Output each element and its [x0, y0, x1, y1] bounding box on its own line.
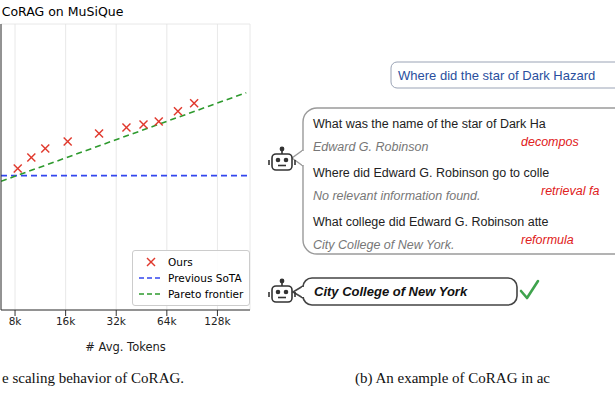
svg-text:32k: 32k	[107, 315, 127, 327]
html-text:Ours: Ours	[168, 256, 193, 268]
svg-text:(b) An example of CoRAG in ac: (b) An example of CoRAG in ac	[355, 370, 550, 387]
svg-text:Where did the star of Dark Haz: Where did the star of Dark Hazard	[398, 68, 595, 83]
svg-text:What college did Edward G. Rob: What college did Edward G. Robinson atte	[313, 215, 549, 229]
svg-text:# Avg. Tokens: # Avg. Tokens	[85, 340, 166, 354]
svg-text:8k: 8k	[9, 315, 23, 327]
svg-text:128k: 128k	[204, 315, 231, 327]
svg-text:64k: 64k	[157, 315, 177, 327]
html-text:Pareto frontier: Pareto frontier	[168, 288, 244, 300]
svg-text:What was the name of the star: What was the name of the star of Dark Ha	[313, 117, 546, 131]
svg-text:City College of New York: City College of New York	[314, 284, 468, 299]
html-text:Previous SoTA: Previous SoTA	[168, 272, 242, 284]
svg-text:Where did Edward G. Robinson g: Where did Edward G. Robinson go to colle	[313, 166, 549, 180]
svg-text:Edward G. Robinson: Edward G. Robinson	[313, 140, 428, 154]
svg-text:City College of New York.: City College of New York.	[313, 238, 455, 252]
svg-text:No relevant information found.: No relevant information found.	[313, 189, 480, 203]
svg-text:retrieval fa: retrieval fa	[541, 184, 599, 198]
svg-text:e scaling behavior of CoRAG.: e scaling behavior of CoRAG.	[8, 370, 184, 386]
svg-text:16k: 16k	[56, 315, 76, 327]
svg-text:decompos: decompos	[521, 135, 579, 149]
svg-text:reformula: reformula	[521, 233, 574, 247]
html-text:CoRAG on MuSiQue: CoRAG on MuSiQue	[1, 4, 124, 19]
